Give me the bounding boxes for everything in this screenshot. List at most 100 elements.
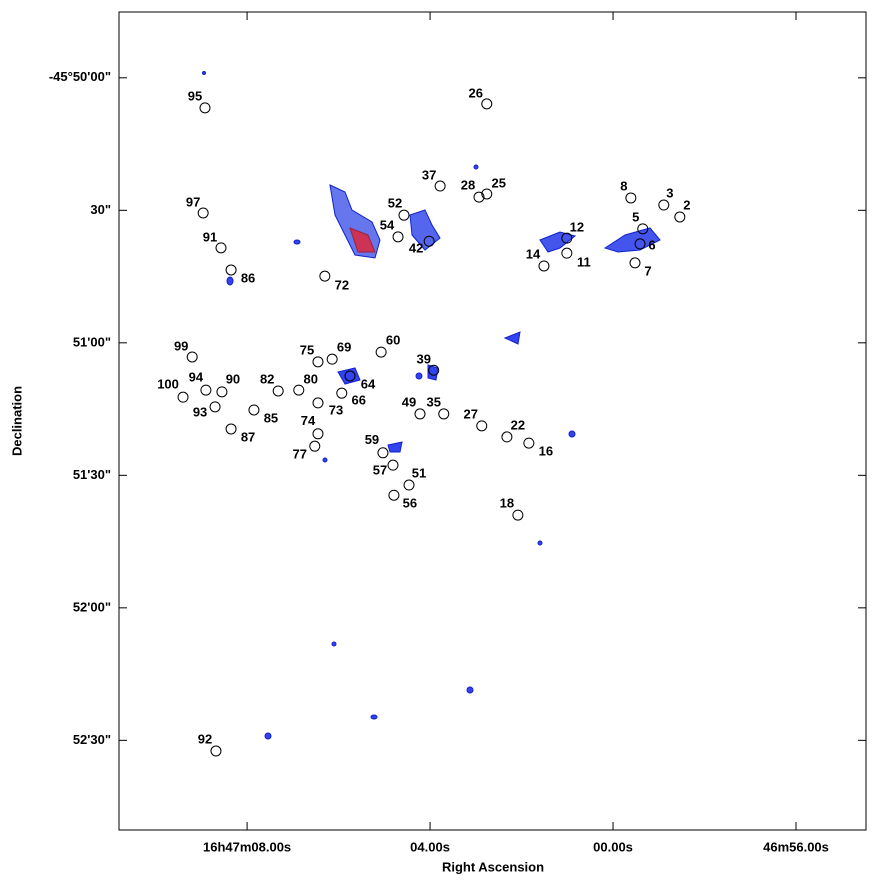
contour-blob	[293, 239, 301, 245]
source-circle	[423, 235, 435, 247]
source-circle	[209, 401, 221, 413]
contour-blob	[537, 540, 543, 546]
contour-blob	[331, 641, 337, 647]
y-tick-label: 52'00"	[73, 599, 111, 614]
source-circle	[438, 408, 450, 420]
source-label: 91	[203, 229, 217, 244]
source-circle	[336, 387, 348, 399]
contour-blob	[415, 372, 423, 380]
source-circle	[481, 98, 493, 110]
source-label: 99	[174, 338, 188, 353]
source-label: 7	[644, 263, 651, 278]
source-label: 86	[241, 270, 255, 285]
source-circle	[561, 232, 573, 244]
contour-core	[349, 227, 376, 253]
source-circle	[272, 385, 284, 397]
y-tick-label: 52'30"	[73, 732, 111, 747]
y-axis-title: Declination	[9, 386, 24, 456]
source-circle	[625, 192, 637, 204]
contour-blob	[466, 686, 474, 694]
source-label: 5	[632, 209, 639, 224]
source-label: 66	[352, 393, 366, 408]
source-circle	[215, 242, 227, 254]
contour-blob	[603, 227, 661, 253]
source-circle	[210, 745, 222, 757]
source-circle	[199, 102, 211, 114]
source-circle	[561, 247, 573, 259]
source-circle	[375, 346, 387, 358]
contour-blob	[568, 430, 576, 438]
source-circle	[312, 397, 324, 409]
source-circle	[326, 353, 338, 365]
source-label: 85	[264, 410, 278, 425]
y-tick-label: 30"	[90, 202, 111, 217]
y-tick-label: 51'30"	[73, 467, 111, 482]
contour-blob	[503, 331, 521, 345]
source-label: 60	[386, 333, 400, 348]
source-circle	[476, 420, 488, 432]
source-label: 56	[403, 496, 417, 511]
source-label: 74	[301, 413, 316, 428]
contour-blob	[409, 209, 441, 251]
source-circle	[293, 384, 305, 396]
contour-blob	[370, 714, 378, 720]
source-circle	[398, 209, 410, 221]
source-circle	[319, 270, 331, 282]
source-label: 27	[464, 406, 478, 421]
source-label: 92	[198, 731, 212, 746]
source-circle	[225, 423, 237, 435]
source-label: 64	[361, 376, 376, 391]
source-circle	[248, 404, 260, 416]
x-tick-label: 16h47m08.00s	[203, 839, 291, 854]
source-circle	[512, 509, 524, 521]
y-tick-label: 51'00"	[73, 334, 111, 349]
source-circle	[629, 257, 641, 269]
plot-frame	[118, 11, 867, 831]
contour-blob	[473, 164, 479, 170]
source-circle	[200, 384, 212, 396]
contour-blob	[337, 367, 361, 385]
source-label: 95	[188, 88, 202, 103]
source-circle	[523, 437, 535, 449]
source-label: 49	[402, 394, 416, 409]
source-circle	[538, 260, 550, 272]
y-tick-label: -45°50'00"	[49, 69, 111, 84]
source-circle	[216, 386, 228, 398]
source-label: 80	[304, 372, 318, 387]
source-circle	[392, 231, 404, 243]
source-label: 75	[300, 342, 314, 357]
source-label: 35	[427, 394, 441, 409]
contour-blob	[539, 231, 577, 253]
source-circle	[388, 489, 400, 501]
source-label: 16	[539, 444, 553, 459]
source-circle	[434, 180, 446, 192]
source-label: 26	[469, 85, 483, 100]
source-label: 37	[422, 167, 436, 182]
source-circle	[186, 351, 198, 363]
source-label: 87	[241, 429, 255, 444]
source-label: 6	[648, 237, 655, 252]
source-circle	[674, 211, 686, 223]
source-label: 8	[620, 178, 627, 193]
source-label: 51	[412, 465, 426, 480]
source-circle	[481, 188, 493, 200]
source-circle	[377, 447, 389, 459]
source-circle	[501, 431, 513, 443]
source-label: 3	[666, 185, 673, 200]
source-circle	[344, 370, 356, 382]
source-label: 73	[329, 402, 343, 417]
contour-blob	[226, 276, 234, 286]
source-label: 59	[365, 432, 379, 447]
source-label: 90	[226, 371, 240, 386]
source-label: 42	[409, 241, 423, 256]
source-label: 52	[388, 196, 402, 211]
contour-blob	[427, 364, 439, 381]
source-label: 97	[186, 194, 200, 209]
contour-blob	[264, 732, 272, 740]
source-circle	[428, 364, 440, 376]
source-circle	[312, 356, 324, 368]
source-label: 25	[492, 175, 506, 190]
source-label: 2	[683, 197, 690, 212]
source-circle	[197, 207, 209, 219]
